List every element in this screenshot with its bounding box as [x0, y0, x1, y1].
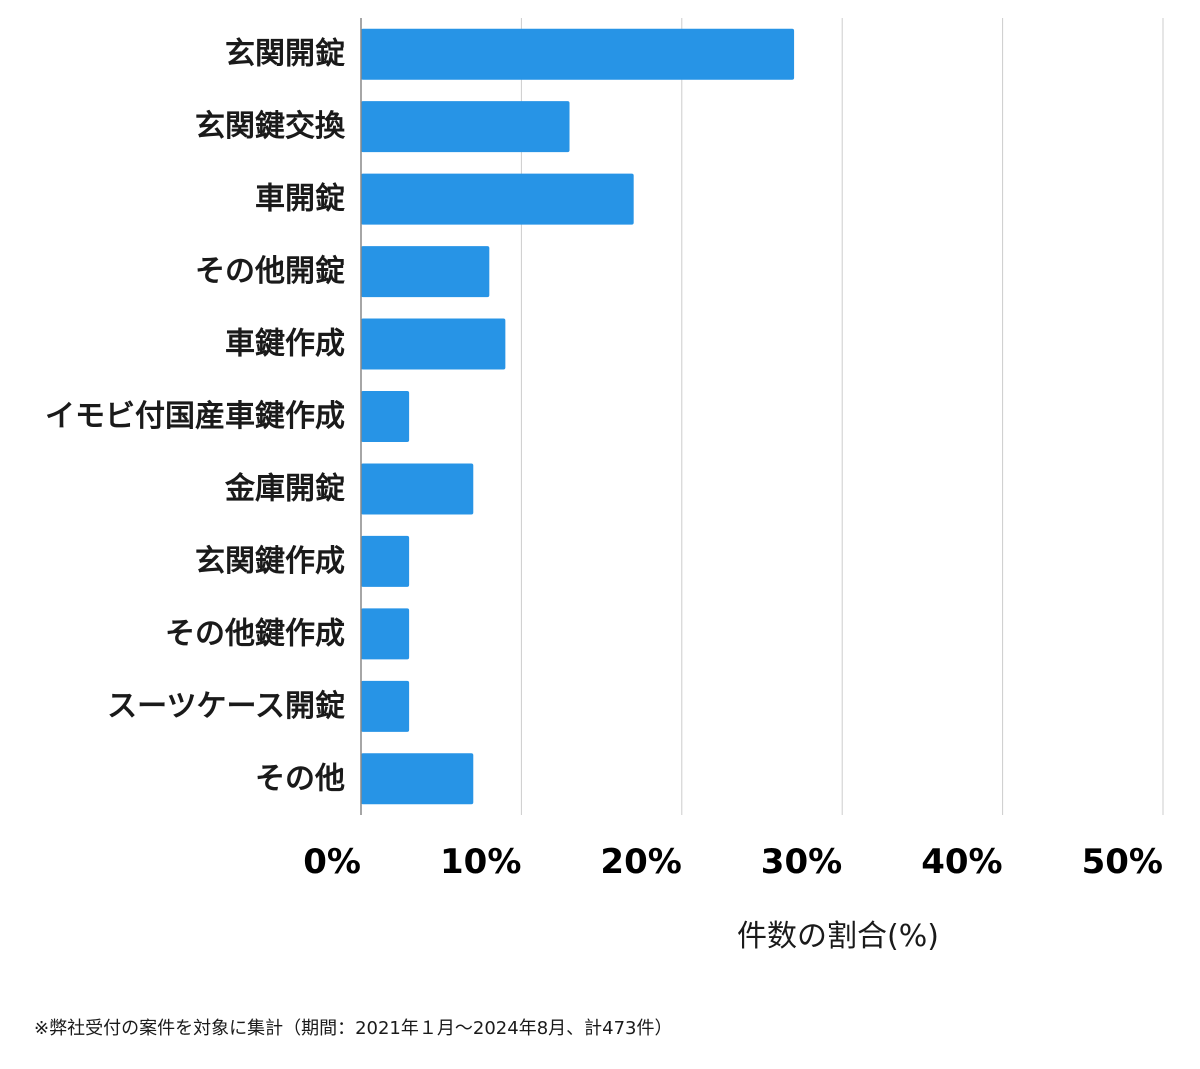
bar [361, 28, 795, 80]
bar [361, 101, 570, 153]
category-label: その他 [255, 761, 345, 796]
x-axis-title: 件数の割合(%) [737, 919, 939, 954]
bar [361, 680, 410, 732]
bar [361, 173, 634, 225]
category-label: 車開錠 [255, 182, 345, 217]
bars [361, 28, 795, 805]
x-tick-label: 10% [440, 842, 521, 882]
category-label: イモビ付国産車鍵作成 [45, 399, 345, 434]
category-label: スーツケース開錠 [107, 689, 345, 724]
x-tick-label: 50% [1082, 842, 1163, 882]
x-tick-labels: 0% 10% 20% 30% 40% 50% [303, 842, 1163, 882]
category-label: 玄関開錠 [225, 37, 345, 72]
x-tick-label: 20% [600, 842, 681, 882]
category-label: 車鍵作成 [225, 327, 345, 362]
x-tick-label: 30% [761, 842, 842, 882]
bar [361, 608, 410, 660]
bar [361, 463, 474, 515]
category-label: 玄関鍵交換 [195, 109, 346, 144]
x-tick-label: 0% [303, 842, 361, 882]
bar [361, 318, 506, 370]
bar [361, 391, 410, 442]
footnote: ※弊社受付の案件を対象に集計（期間：2021年１月〜2024年8月、計473件） [34, 1018, 673, 1039]
category-label: その他開錠 [195, 254, 345, 289]
category-label: 玄関鍵作成 [195, 544, 345, 579]
gridlines [520, 18, 1164, 815]
category-label: 金庫開錠 [224, 471, 345, 506]
bar [361, 246, 490, 298]
bar [361, 753, 474, 805]
bar [361, 535, 410, 587]
category-label: その他鍵作成 [165, 616, 345, 651]
x-tick-label: 40% [921, 842, 1002, 882]
category-labels: 玄関開錠玄関鍵交換車開錠その他開錠車鍵作成イモビ付国産車鍵作成金庫開錠玄関鍵作成… [45, 37, 346, 797]
